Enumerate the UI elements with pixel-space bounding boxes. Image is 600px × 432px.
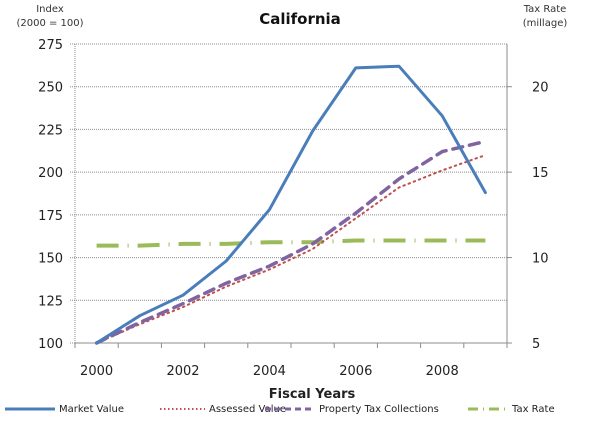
series-line-property-tax-collections	[94, 139, 488, 345]
y-left-tick-label: 250	[38, 81, 63, 96]
x-tick-label: 2000	[80, 364, 113, 379]
legend-label: Tax Rate	[511, 404, 555, 415]
y-right-tick-label: 10	[532, 252, 549, 267]
legend-item: Assessed Value	[160, 404, 286, 415]
series-line-assessed-value	[95, 154, 487, 344]
y-right-tick-label: 20	[532, 81, 549, 96]
y-right-tick-label: 15	[532, 166, 549, 181]
y-left-tick-label: 125	[38, 294, 63, 309]
legend-item: Market Value	[5, 404, 124, 415]
legend-item: Tax Rate	[468, 404, 555, 415]
gridlines	[70, 43, 507, 344]
right-axis-label-line1: Tax Rate	[523, 4, 567, 15]
y-left-tick-label: 175	[38, 209, 63, 224]
left-axis-label-line2: (2000 = 100)	[16, 18, 83, 29]
series-layer	[94, 64, 488, 345]
series-line-tax-rate	[96, 238, 486, 248]
legend-label: Property Tax Collections	[319, 404, 439, 415]
x-tick-label: 2006	[339, 364, 372, 379]
legend: Market Value Assessed Value Property Tax C…	[5, 404, 555, 415]
legend-item: Property Tax Collections	[265, 404, 439, 415]
y-left-tick-label: 150	[38, 252, 63, 267]
y-left-tick-label: 200	[38, 166, 63, 181]
series-line-market-value	[95, 64, 487, 345]
y-right-tick-label: 5	[532, 337, 540, 352]
x-tick-label: 2004	[253, 364, 286, 379]
x-tick-label: 2008	[426, 364, 459, 379]
x-tick-label: 2002	[166, 364, 199, 379]
legend-label: Market Value	[59, 404, 124, 415]
chart-title: California	[259, 10, 341, 28]
left-axis-label-line1: Index	[36, 4, 64, 15]
y-left-tick-label: 100	[38, 337, 63, 352]
axes: 100 125 150 175 200 225 250 275 5 10 15 20 2000 2002 2…	[38, 38, 548, 379]
legend-label: Assessed Value	[209, 404, 286, 415]
x-axis-title: Fiscal Years	[269, 387, 356, 402]
right-axis-label-line2: (millage)	[523, 18, 568, 29]
y-left-tick-label: 225	[38, 123, 63, 138]
y-left-tick-label: 275	[38, 38, 63, 53]
